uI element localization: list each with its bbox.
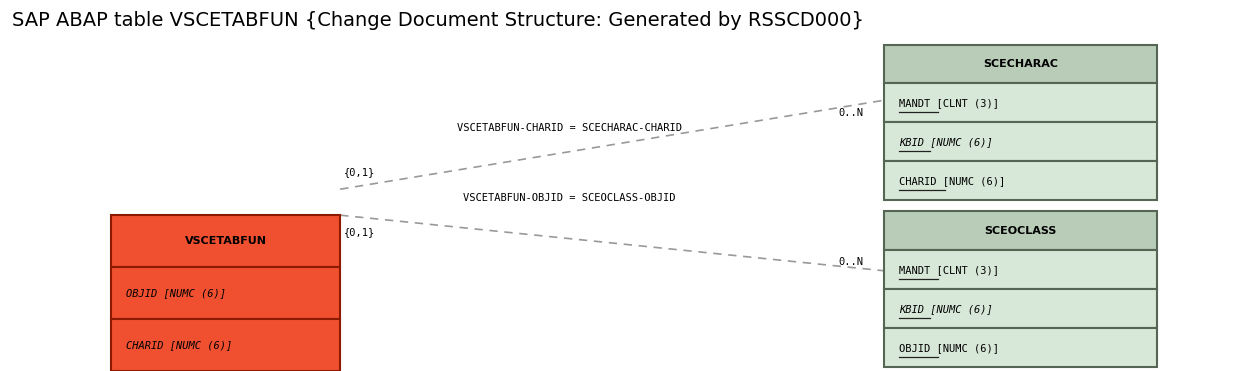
FancyBboxPatch shape — [884, 83, 1157, 122]
Text: {0,1}: {0,1} — [344, 168, 375, 177]
FancyBboxPatch shape — [884, 250, 1157, 289]
Text: MANDT [CLNT (3)]: MANDT [CLNT (3)] — [899, 98, 999, 108]
Text: KBID [NUMC (6)]: KBID [NUMC (6)] — [899, 137, 993, 147]
Text: 0..N: 0..N — [839, 108, 863, 118]
FancyBboxPatch shape — [884, 211, 1157, 250]
Text: 0..N: 0..N — [839, 257, 863, 266]
Text: OBJID [NUMC (6)]: OBJID [NUMC (6)] — [899, 343, 999, 353]
FancyBboxPatch shape — [884, 328, 1157, 367]
Text: VSCETABFUN: VSCETABFUN — [184, 236, 267, 246]
Text: KBID [NUMC (6)]: KBID [NUMC (6)] — [899, 304, 993, 314]
FancyBboxPatch shape — [884, 122, 1157, 161]
Text: VSCETABFUN-OBJID = SCEOCLASS-OBJID: VSCETABFUN-OBJID = SCEOCLASS-OBJID — [463, 194, 675, 203]
FancyBboxPatch shape — [884, 45, 1157, 83]
Text: SCECHARAC: SCECHARAC — [983, 59, 1058, 69]
Text: CHARID [NUMC (6)]: CHARID [NUMC (6)] — [899, 176, 1006, 186]
FancyBboxPatch shape — [111, 319, 340, 371]
Text: CHARID [NUMC (6)]: CHARID [NUMC (6)] — [126, 340, 233, 350]
FancyBboxPatch shape — [884, 289, 1157, 328]
Text: SAP ABAP table VSCETABFUN {Change Document Structure: Generated by RSSCD000}: SAP ABAP table VSCETABFUN {Change Docume… — [12, 11, 865, 30]
Text: MANDT [CLNT (3)]: MANDT [CLNT (3)] — [899, 265, 999, 275]
FancyBboxPatch shape — [884, 161, 1157, 200]
Text: {0,1}: {0,1} — [344, 227, 375, 237]
FancyBboxPatch shape — [111, 267, 340, 319]
Text: VSCETABFUN-CHARID = SCECHARAC-CHARID: VSCETABFUN-CHARID = SCECHARAC-CHARID — [456, 123, 682, 133]
FancyBboxPatch shape — [111, 215, 340, 267]
Text: OBJID [NUMC (6)]: OBJID [NUMC (6)] — [126, 288, 226, 298]
Text: SCEOCLASS: SCEOCLASS — [985, 226, 1056, 236]
